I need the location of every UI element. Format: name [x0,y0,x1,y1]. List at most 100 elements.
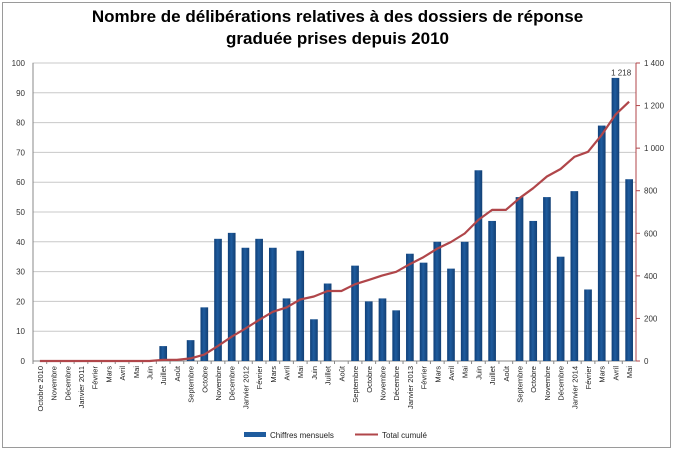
y-left-tick-label: 20 [16,297,25,306]
x-tick-label: Février [584,366,593,390]
x-tick-label: Décembre [392,366,401,401]
bar [323,283,332,361]
x-tick-label: Septembre [187,366,196,403]
x-tick-label: Mars [433,366,442,383]
bar [556,256,565,361]
x-tick-label: Août [337,365,346,381]
y-left-tick-label: 100 [12,59,26,68]
y-right-tick-label: 1 200 [644,102,665,111]
y-right-tick-label: 400 [644,272,658,281]
bar [419,262,428,361]
x-tick-label: Mars [269,366,278,383]
bar [515,197,524,361]
x-tick-label: Avril [447,366,456,381]
bar [447,268,455,361]
y-left-tick-label: 60 [16,178,25,187]
x-tick-label: Mai [296,366,305,378]
bar [529,220,538,361]
x-tick-label: Janvier 2012 [241,366,250,409]
bar [392,310,401,361]
bar [282,298,291,361]
bar [351,265,359,361]
x-tick-label: Octobre [200,366,209,393]
x-tick-label: Janvier 2013 [406,366,415,409]
y-right-tick-label: 1 400 [644,59,665,68]
bar [310,319,318,361]
y-left-tick-label: 10 [16,327,25,336]
x-tick-label: Septembre [351,366,360,403]
x-tick-label: Décembre [557,366,566,401]
x-tick-label: Novembre [50,366,59,401]
x-tick-label: Octobre 2010 [36,366,45,411]
x-tick-label: Octobre [365,366,374,393]
bar [200,307,209,361]
x-tick-label: Avril [611,366,620,381]
annotation-label: 1 218 [611,69,632,78]
x-tick-label: Novembre [378,366,387,401]
bar [296,250,305,361]
x-tick-label: Janvier 2011 [77,366,86,408]
y-right-tick-label: 200 [644,314,658,323]
x-tick-label: Mai [625,366,634,378]
bar [611,77,620,362]
bar [570,191,579,361]
y-left-tick-label: 30 [16,268,25,277]
bar [584,289,592,361]
y-left-tick-label: 0 [21,357,26,366]
y-right-tick-label: 0 [644,357,649,366]
x-tick-label: Janvier 2014 [570,366,579,409]
y-left-tick-label: 90 [16,89,25,98]
y-left-tick-label: 70 [16,148,25,157]
bar [543,197,551,361]
x-tick-label: Juin [310,366,319,380]
bar [597,125,606,361]
bar [227,232,236,361]
x-tick-label: Mars [104,366,113,383]
bar [378,298,387,361]
x-tick-label: Juillet [488,365,497,385]
y-left-tick-label: 80 [16,119,25,128]
bar [241,247,250,361]
legend-line-label: Total cumulé [382,431,427,440]
bar [625,179,633,361]
bar [186,340,195,361]
x-tick-label: Juin [474,366,483,380]
x-tick-label: Mai [461,366,470,378]
x-tick-label: Avril [283,366,292,381]
x-tick-label: Mai [132,366,141,378]
legend-bar-label: Chiffres mensuels [270,431,334,440]
bar [159,346,168,361]
x-tick-label: Octobre [529,366,538,393]
x-tick-label: Mars [598,366,607,383]
bar [255,238,263,361]
x-tick-label: Août [173,365,182,381]
x-tick-label: Décembre [228,366,237,401]
y-right-tick-label: 800 [644,187,658,196]
x-tick-label: Août [502,365,511,381]
bar [406,253,414,361]
x-tick-label: Février [91,366,100,390]
bar [474,170,483,361]
x-tick-label: Février [255,366,264,390]
x-tick-label: Juillet [324,365,333,385]
chart-title: Nombre de délibérations relatives à des … [0,6,675,50]
x-tick-label: Novembre [214,366,223,401]
cumulative-line [39,100,630,363]
chart-title-line2: graduée prises depuis 2010 [226,29,449,48]
bar [488,220,496,361]
x-tick-label: Juillet [159,365,168,385]
chart-frame [2,2,671,448]
bar [433,241,442,361]
y-left-tick-label: 40 [16,238,25,247]
x-tick-label: Février [420,366,429,390]
chart-title-line1: Nombre de délibérations relatives à des … [91,7,584,26]
x-tick-label: Juin [145,366,154,380]
y-left-tick-label: 50 [16,208,25,217]
y-right-tick-label: 1 000 [644,144,665,153]
x-tick-label: Novembre [543,366,552,401]
bar [268,247,277,361]
bar [214,238,222,361]
x-tick-label: Septembre [516,366,525,403]
x-tick-label: Décembre [63,366,72,401]
